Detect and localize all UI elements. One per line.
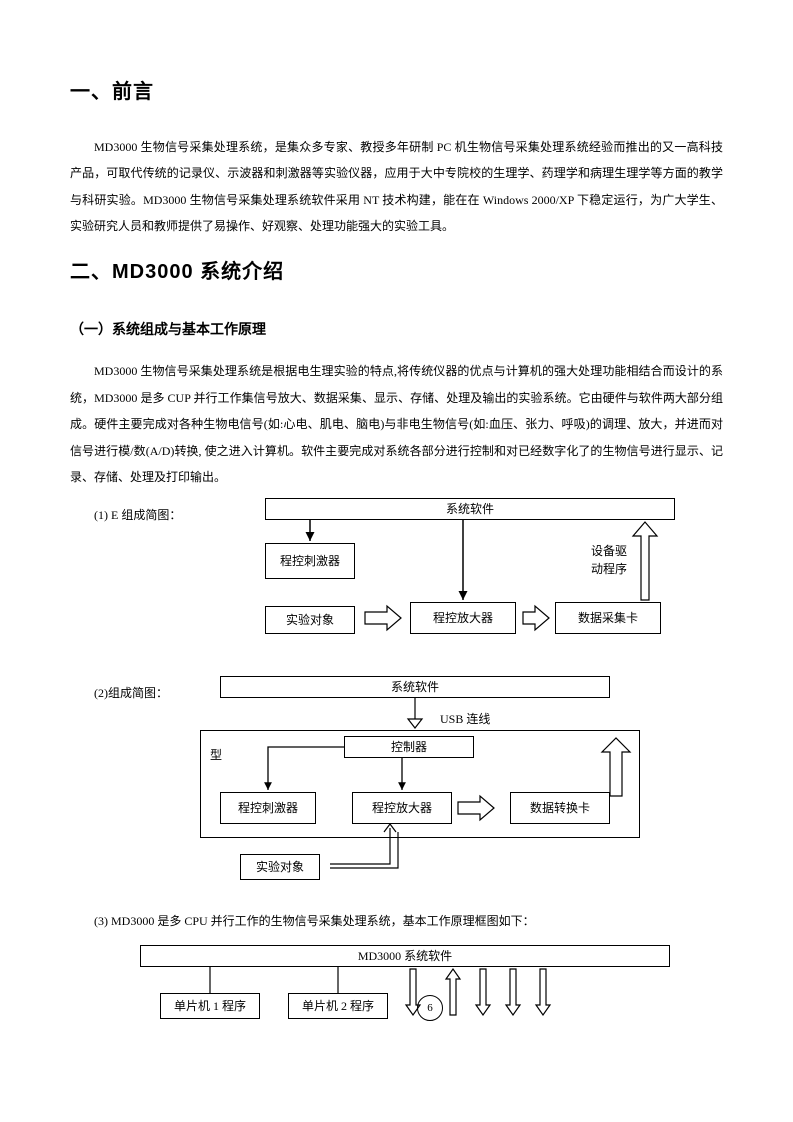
paragraph-2: MD3000 生物信号采集处理系统是根据电生理实验的特点,将传统仪器的优点与计算…: [70, 358, 723, 490]
heading-2: 二、MD3000 系统介绍: [70, 250, 723, 294]
heading-1: 一、前言: [70, 70, 723, 114]
d3-arrows: [70, 945, 710, 1035]
d1-arrows: [215, 498, 685, 658]
d2-arrows: [190, 676, 650, 892]
heading-3: （一）系统组成与基本工作原理: [70, 314, 723, 345]
diagram-2-container: (2)组成简图： 系统软件 USB 连线 型 控制器 程控刺激器 程控放大器 数…: [70, 676, 723, 892]
diagram-1-label: (1) E 组成简图：: [70, 498, 187, 528]
diagram-1-row: (1) E 组成简图： 系统软件 程控刺激器 实验对象 程控放大器 数据采集卡 …: [70, 498, 723, 658]
diagram-3: MD3000 系统软件 单片机 1 程序 单片机 2 程序 6: [70, 945, 723, 1035]
diagram-1: 系统软件 程控刺激器 实验对象 程控放大器 数据采集卡 设备驱 动程序: [215, 498, 685, 658]
diagram-2: 系统软件 USB 连线 型 控制器 程控刺激器 程控放大器 数据转换卡 实验对象: [190, 676, 650, 892]
paragraph-3: (3) MD3000 是多 CPU 并行工作的生物信号采集处理系统，基本工作原理…: [70, 908, 723, 934]
paragraph-1: MD3000 生物信号采集处理系统，是集众多专家、教授多年研制 PC 机生物信号…: [70, 134, 723, 240]
diagram-2-label: (2)组成简图：: [70, 676, 174, 706]
